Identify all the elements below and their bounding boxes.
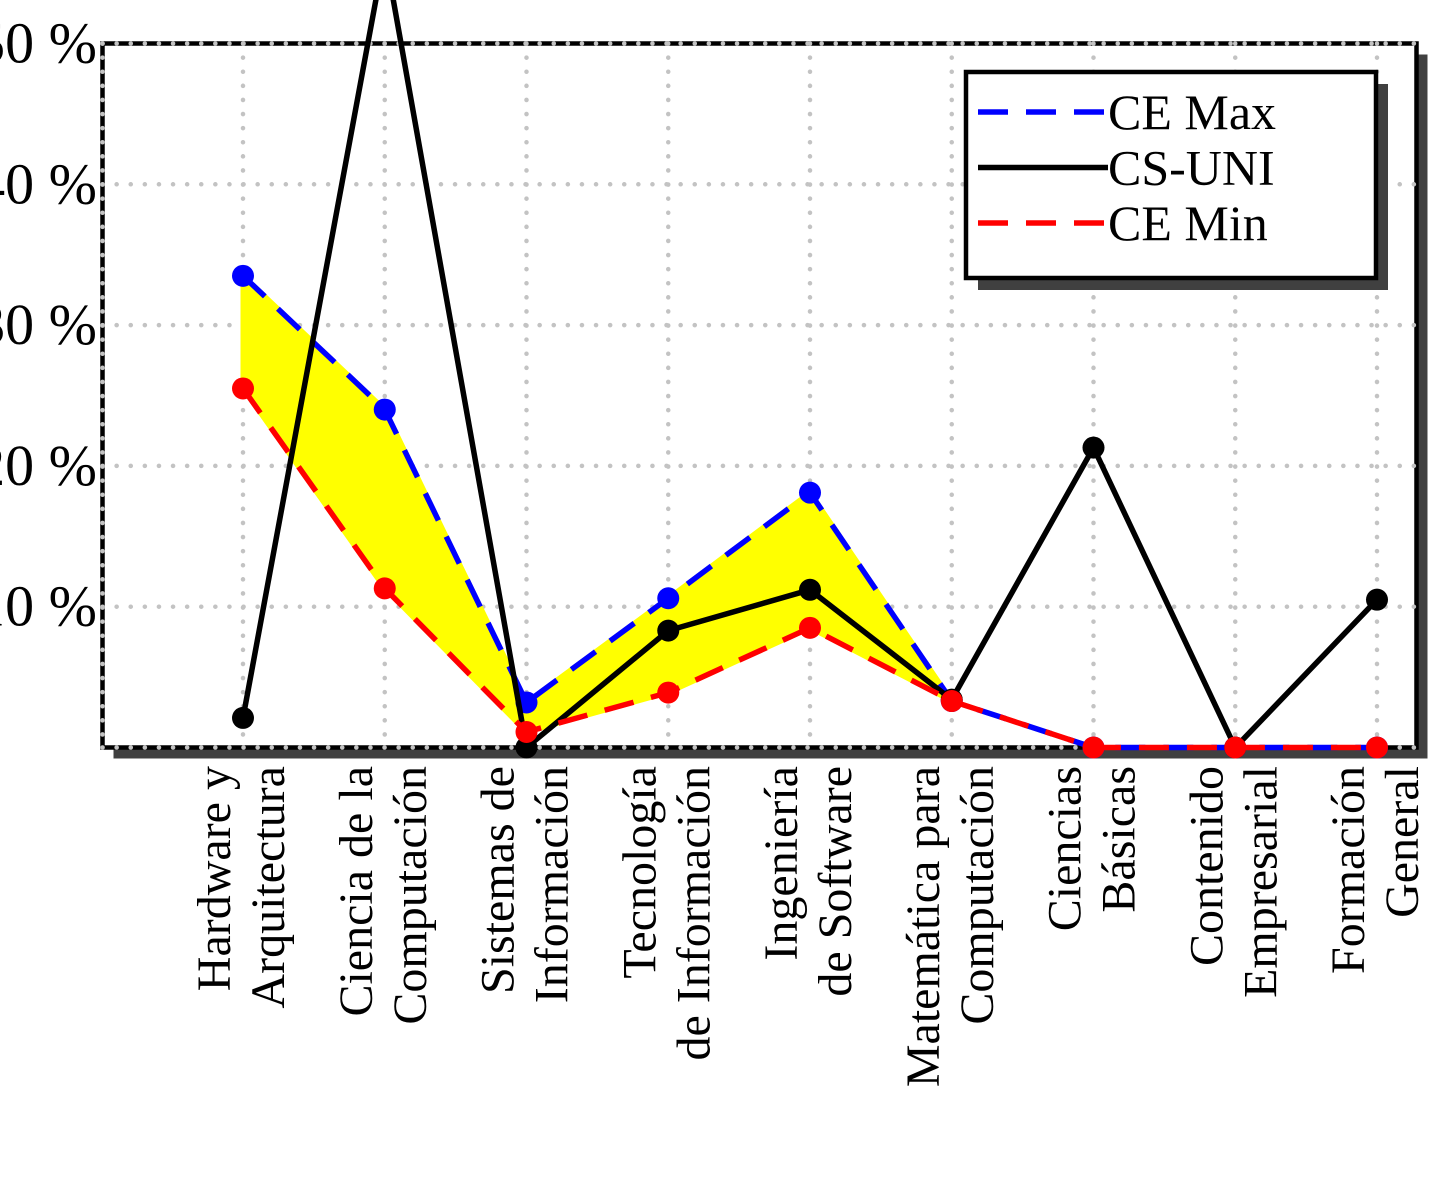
data-point-marker [799, 616, 821, 639]
data-point-marker [657, 619, 680, 642]
x-category-label: Ingeniería [755, 766, 808, 961]
x-category-label: Matemática para [897, 766, 950, 1087]
x-category-label: Arquitectura [242, 766, 295, 1009]
series-ce-min [232, 377, 1388, 759]
x-category-label: Formación [1322, 766, 1375, 974]
legend-entry-label: CE Max [1108, 84, 1276, 140]
x-category-label: Computación [384, 766, 437, 1025]
data-point-marker [232, 706, 254, 729]
data-point-marker [940, 690, 963, 713]
x-category-label: Empresarial [1234, 766, 1287, 998]
data-point-marker [1366, 588, 1388, 611]
x-category-label: Sistemas de [472, 766, 525, 994]
x-category-label: de Software [809, 766, 862, 997]
data-point-marker [1082, 736, 1105, 759]
series-cs-uni [232, 0, 1388, 759]
data-point-marker [1224, 736, 1247, 759]
y-tick-label: 20 % [0, 433, 97, 498]
x-category-label: Contenido [1180, 766, 1233, 966]
data-point-marker [1366, 736, 1388, 759]
x-category-label: General [1376, 766, 1429, 918]
data-point-marker [1082, 436, 1105, 459]
legend-entry-label: CE Min [1108, 195, 1268, 251]
x-category-label: Ciencias [1039, 766, 1092, 931]
y-tick-label: 40 % [0, 151, 97, 216]
legend-entry-label: CS-UNI [1108, 140, 1275, 196]
data-point-marker [799, 481, 821, 504]
data-point-marker [232, 377, 254, 400]
x-category-labels: Hardware y Arquitectura Ciencia de la Compu… [188, 766, 1429, 1087]
data-point-marker [373, 398, 396, 421]
data-point-marker [515, 736, 538, 759]
data-point-marker [373, 577, 396, 600]
x-category-label: Computación [951, 766, 1004, 1025]
data-point-marker [232, 264, 254, 287]
x-category-label: Información [526, 766, 579, 1003]
y-tick-label: 10 % [0, 574, 97, 639]
x-category-label: Ciencia de la [330, 766, 383, 1017]
y-tick-labels: 10 % 20 % 30 % 40 % 50 % [0, 11, 97, 639]
x-category-label: Tecnología [613, 766, 666, 979]
x-category-label: Hardware y [188, 766, 241, 991]
data-point-marker [799, 578, 821, 601]
x-category-label: de Información [667, 766, 720, 1061]
data-point-marker [657, 681, 680, 704]
x-category-label: Básicas [1093, 766, 1146, 913]
data-point-marker [657, 587, 680, 610]
y-tick-label: 50 % [0, 11, 97, 76]
legend-box [963, 69, 1379, 281]
data-point-marker [515, 721, 538, 744]
y-tick-label: 30 % [0, 292, 97, 357]
